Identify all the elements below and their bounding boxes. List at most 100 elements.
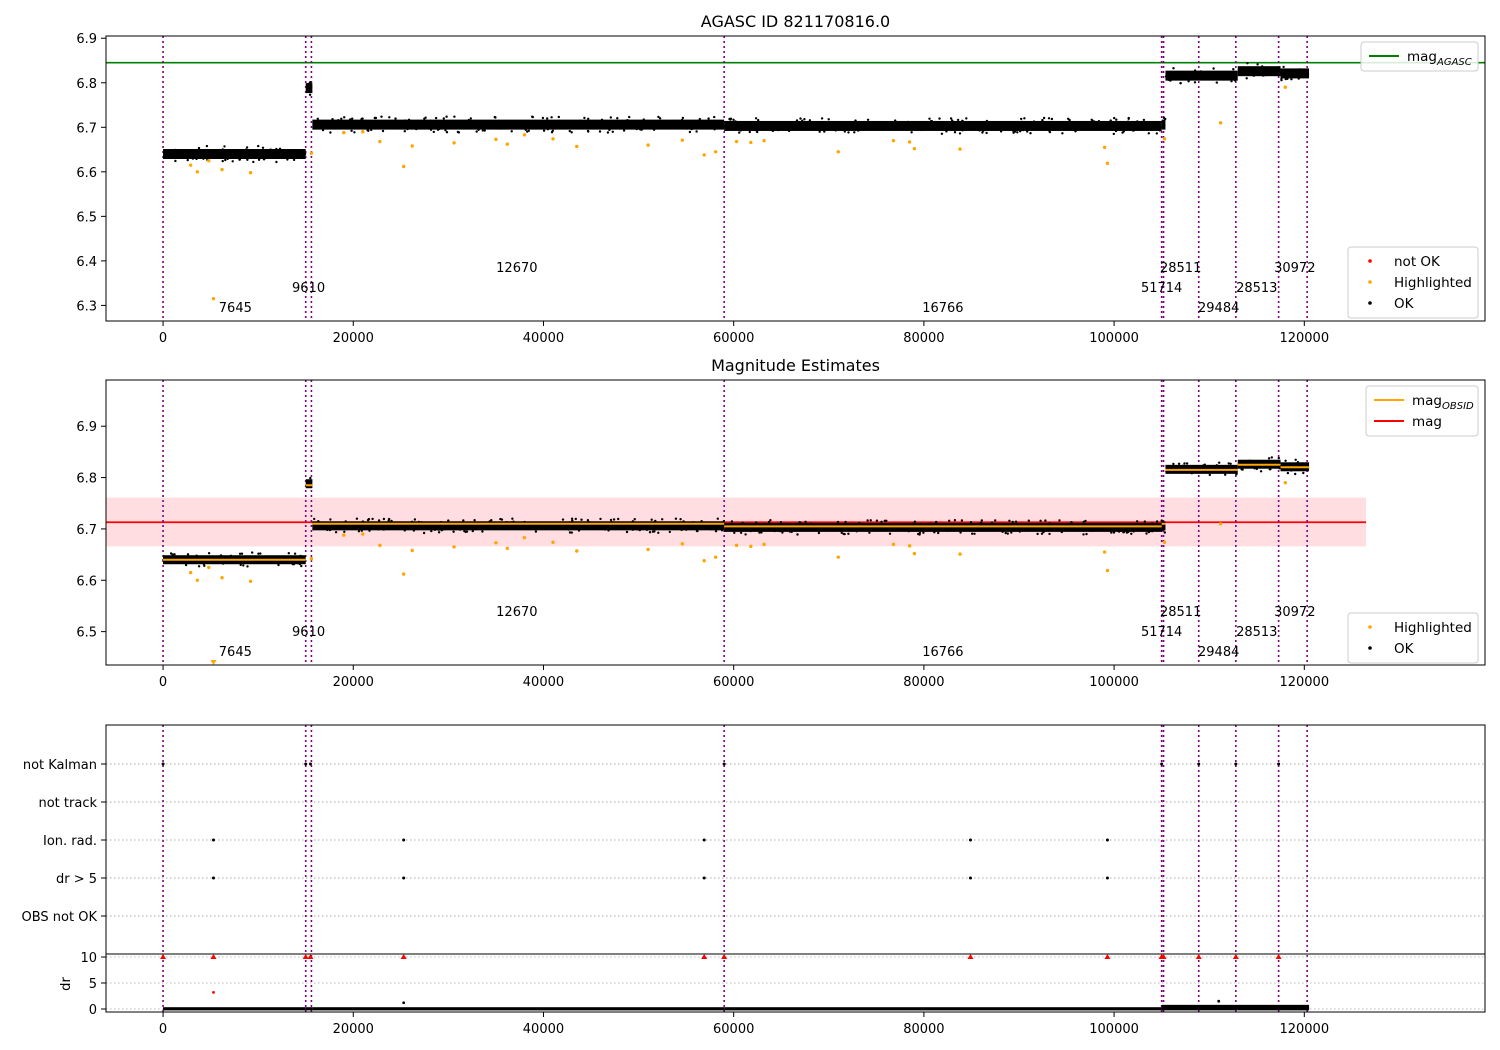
- legend-box: [1360, 41, 1479, 72]
- ok-point: [388, 116, 391, 119]
- ok-point: [437, 531, 441, 534]
- ok-point: [648, 531, 652, 534]
- highlighted-point: [342, 130, 346, 135]
- ok-point: [1070, 521, 1073, 524]
- highlighted-point: [505, 142, 510, 146]
- ok-point: [490, 519, 493, 522]
- ok-point: [918, 123, 921, 127]
- ok-point: [225, 153, 229, 156]
- ok-point: [636, 528, 639, 531]
- legend-dot-swatch: [1368, 280, 1372, 284]
- ok-point: [985, 131, 988, 135]
- ok-point: [592, 526, 595, 530]
- ok-point: [649, 124, 652, 127]
- ok-point: [1277, 456, 1281, 460]
- ok-point: [1136, 120, 1139, 123]
- ok-point: [1233, 76, 1236, 79]
- ok-point: [786, 123, 789, 127]
- ok-point: [329, 528, 332, 531]
- ok-point: [1193, 81, 1197, 84]
- ok-point: [1020, 120, 1024, 124]
- ok-point: [1275, 70, 1278, 73]
- ok-point: [872, 123, 876, 126]
- ok-point: [506, 125, 509, 129]
- legend-dot-swatch: [1368, 259, 1372, 263]
- highlighted-point: [734, 139, 739, 144]
- ok-point: [961, 129, 964, 132]
- ok-point: [349, 118, 352, 121]
- ok-point: [761, 125, 765, 128]
- obsid-label: 9610: [292, 625, 325, 640]
- obsid-label: 28511: [1160, 261, 1201, 276]
- ok-point: [808, 119, 812, 122]
- ok-point: [674, 517, 678, 520]
- ok-point: [956, 118, 960, 122]
- y-tick-label: 6.7: [76, 523, 97, 538]
- ok-point: [1011, 520, 1014, 524]
- ok-point: [331, 118, 334, 121]
- ok-point: [177, 152, 181, 155]
- x-tick-label: 60000: [713, 331, 754, 346]
- ok-point: [630, 122, 633, 125]
- flag-event-point: [308, 762, 312, 766]
- ok-point: [616, 117, 619, 120]
- ok-point: [574, 517, 577, 521]
- ok-point: [321, 125, 324, 129]
- ok-point: [244, 148, 247, 151]
- ok-point: [748, 130, 751, 134]
- ok-point: [1067, 117, 1070, 121]
- panel-flags: not Kalman not track Ion. rad. dr > 5 OBS no…: [22, 724, 1486, 1037]
- ok-point: [483, 129, 486, 132]
- ok-point: [841, 120, 845, 124]
- ok-point: [1089, 529, 1092, 532]
- ok-point: [658, 117, 662, 120]
- legend-dot-swatch: [1368, 646, 1372, 650]
- ok-point: [463, 122, 467, 126]
- ok-point: [685, 528, 688, 531]
- ok-point: [692, 122, 695, 125]
- ok-point: [1002, 124, 1005, 127]
- ok-point: [938, 117, 941, 120]
- ok-point: [953, 523, 956, 526]
- ok-point: [847, 131, 850, 134]
- ok-point: [1267, 457, 1271, 460]
- ok-point: [1091, 119, 1094, 123]
- ok-point: [343, 116, 346, 119]
- dr-clipped-point: [1160, 954, 1167, 959]
- ok-point: [1280, 79, 1283, 82]
- ok-point: [842, 532, 845, 536]
- ok-point: [1183, 462, 1186, 465]
- ok-point: [778, 529, 782, 533]
- ok-point: [523, 520, 526, 524]
- ok-point: [1302, 471, 1305, 475]
- ok-point: [561, 518, 565, 521]
- ok-points-band: [312, 521, 725, 531]
- ok-point: [804, 520, 807, 523]
- ok-point: [969, 521, 973, 524]
- ok-point: [189, 153, 192, 157]
- highlighted-point-clipped: [210, 660, 217, 665]
- ok-point: [640, 128, 643, 131]
- obsid-label: 51714: [1141, 625, 1182, 640]
- ok-points-band: [724, 522, 1162, 532]
- ok-point: [733, 531, 736, 534]
- highlighted-point: [207, 158, 211, 163]
- ok-point: [251, 551, 254, 554]
- ok-point: [403, 130, 406, 133]
- ok-point: [429, 527, 432, 530]
- ok-point: [706, 123, 709, 127]
- ok-point: [394, 117, 397, 120]
- ok-point: [1074, 526, 1077, 530]
- axes-frame: [105, 379, 1486, 666]
- ok-point: [583, 116, 586, 120]
- ok-point: [360, 124, 363, 127]
- flag-event-point: [211, 876, 215, 880]
- ok-point: [1253, 467, 1256, 470]
- ok-point: [958, 132, 962, 135]
- ok-point: [1040, 532, 1044, 535]
- highlighted-point: [220, 167, 224, 172]
- flag-event-point: [702, 838, 706, 842]
- ok-point: [203, 564, 206, 567]
- ok-point: [1255, 467, 1259, 471]
- ok-point: [600, 126, 603, 130]
